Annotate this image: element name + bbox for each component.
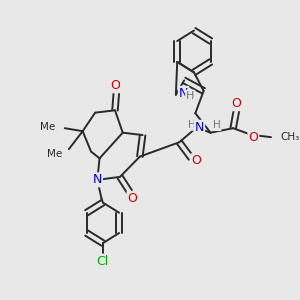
Text: O: O bbox=[248, 131, 258, 144]
Text: O: O bbox=[110, 79, 120, 92]
Text: Cl: Cl bbox=[97, 255, 109, 268]
Text: O: O bbox=[191, 154, 201, 167]
Text: H: H bbox=[188, 120, 196, 130]
Text: Me: Me bbox=[47, 148, 62, 159]
Text: H: H bbox=[186, 91, 194, 101]
Text: N: N bbox=[195, 121, 204, 134]
Text: O: O bbox=[232, 97, 242, 110]
Text: O: O bbox=[128, 192, 137, 205]
Text: CH₃: CH₃ bbox=[281, 132, 300, 142]
Text: H: H bbox=[213, 120, 220, 130]
Text: Me: Me bbox=[40, 122, 55, 132]
Text: N: N bbox=[179, 87, 188, 100]
Text: N: N bbox=[93, 173, 102, 186]
